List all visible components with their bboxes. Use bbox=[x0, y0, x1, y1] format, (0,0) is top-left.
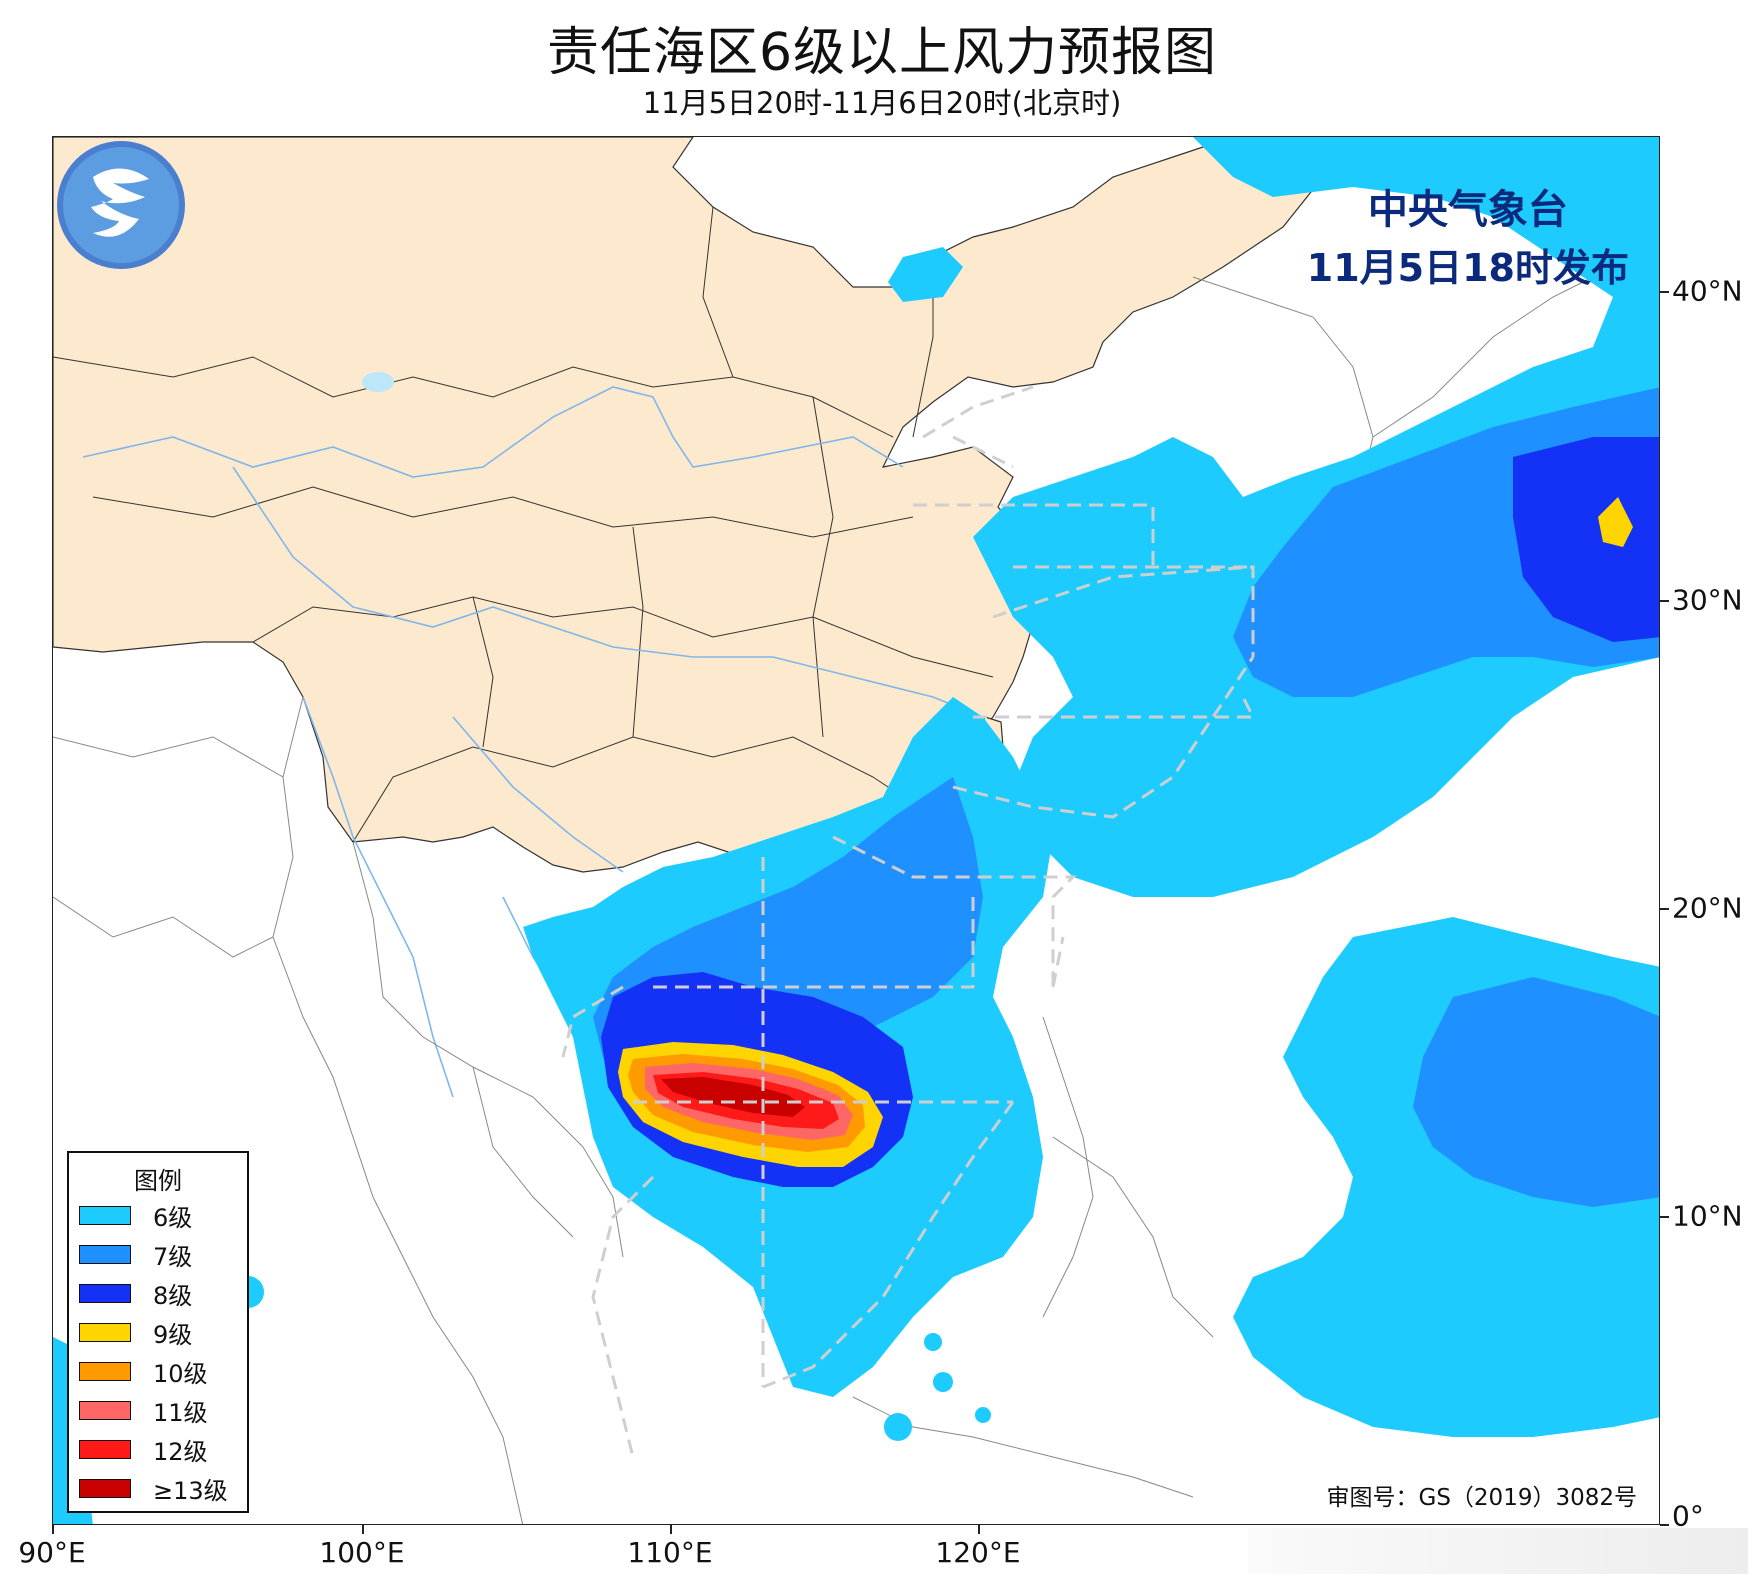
cma-logo bbox=[57, 141, 185, 269]
legend-item: 8级 bbox=[79, 1274, 247, 1313]
y-tickmark bbox=[1660, 1216, 1669, 1218]
legend-label: 6级 bbox=[153, 1204, 193, 1232]
map-canvas bbox=[53, 137, 1659, 1524]
x-tickmark bbox=[362, 1525, 364, 1534]
legend-label: 7级 bbox=[153, 1243, 193, 1271]
x-tickmark bbox=[978, 1525, 980, 1534]
legend-item: ≥13级 bbox=[79, 1469, 247, 1508]
province-borders bbox=[53, 206, 994, 843]
y-tick-label: 40°N bbox=[1672, 274, 1743, 308]
y-tick-label: 30°N bbox=[1672, 583, 1743, 617]
legend-label: 12级 bbox=[153, 1438, 208, 1466]
legend-item: 9级 bbox=[79, 1313, 247, 1352]
legend-swatch bbox=[79, 1284, 131, 1303]
y-tickmark bbox=[1660, 600, 1669, 602]
legend-item: 7级 bbox=[79, 1235, 247, 1274]
watermark-overlay bbox=[1248, 1528, 1748, 1574]
legend-swatch bbox=[79, 1401, 131, 1420]
legend-label: 9级 bbox=[153, 1321, 193, 1349]
qinghai-lake bbox=[362, 372, 394, 392]
approval-number: 审图号：GS（2019）3082号 bbox=[1326, 1485, 1638, 1511]
y-tick-label: 20°N bbox=[1672, 891, 1743, 925]
legend-title: 图例 bbox=[134, 1167, 182, 1195]
legend-label: ≥13级 bbox=[153, 1477, 228, 1505]
x-tick-label: 100°E bbox=[319, 1536, 405, 1569]
legend-swatch bbox=[79, 1206, 131, 1225]
x-tickmark bbox=[670, 1525, 672, 1534]
y-tickmark bbox=[1660, 908, 1669, 910]
legend-label: 8级 bbox=[153, 1282, 193, 1310]
y-tickmark bbox=[1660, 291, 1669, 293]
legend-label: 10级 bbox=[153, 1360, 208, 1388]
legend-swatch bbox=[79, 1479, 131, 1498]
y-tick-label: 10°N bbox=[1672, 1199, 1743, 1233]
map-area: 中央气象台 11月5日18时发布 图例 6级 7级 8级 9级 10级 11级 bbox=[52, 136, 1660, 1525]
legend-swatch bbox=[79, 1245, 131, 1264]
y-tick-label: 0° bbox=[1672, 1499, 1704, 1533]
sea-zone-borders bbox=[561, 385, 1256, 1458]
x-tick-label: 90°E bbox=[18, 1536, 86, 1569]
map-subtitle: 11月5日20时-11月6日20时(北京时) bbox=[642, 86, 1122, 120]
y-tickmark bbox=[1660, 1524, 1669, 1526]
legend-swatch bbox=[79, 1323, 131, 1342]
issuer-org: 中央气象台 bbox=[1367, 187, 1568, 233]
x-tickmark bbox=[52, 1525, 54, 1534]
legend-item: 10级 bbox=[79, 1352, 247, 1391]
wind-level-13 bbox=[661, 1077, 805, 1117]
x-tick-label: 120°E bbox=[935, 1536, 1021, 1569]
legend: 图例 6级 7级 8级 9级 10级 11级 12级 bbox=[67, 1151, 249, 1513]
legend-swatch bbox=[79, 1440, 131, 1459]
legend-item: 12级 bbox=[79, 1430, 247, 1469]
legend-item: 11级 bbox=[79, 1391, 247, 1430]
map-title: 责任海区6级以上风力预报图 bbox=[546, 23, 1218, 83]
legend-item: 6级 bbox=[79, 1196, 247, 1235]
legend-swatch bbox=[79, 1362, 131, 1381]
x-tick-label: 110°E bbox=[627, 1536, 713, 1569]
legend-label: 11级 bbox=[153, 1399, 208, 1427]
issue-time: 11月5日18时发布 bbox=[1306, 246, 1629, 290]
issuer-block: 中央气象台 11月5日18时发布 bbox=[1307, 177, 1629, 292]
